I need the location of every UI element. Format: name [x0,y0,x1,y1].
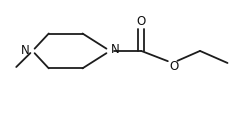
Text: O: O [169,60,178,73]
Text: N: N [21,44,30,57]
Text: O: O [136,15,146,28]
Text: N: N [111,43,120,56]
